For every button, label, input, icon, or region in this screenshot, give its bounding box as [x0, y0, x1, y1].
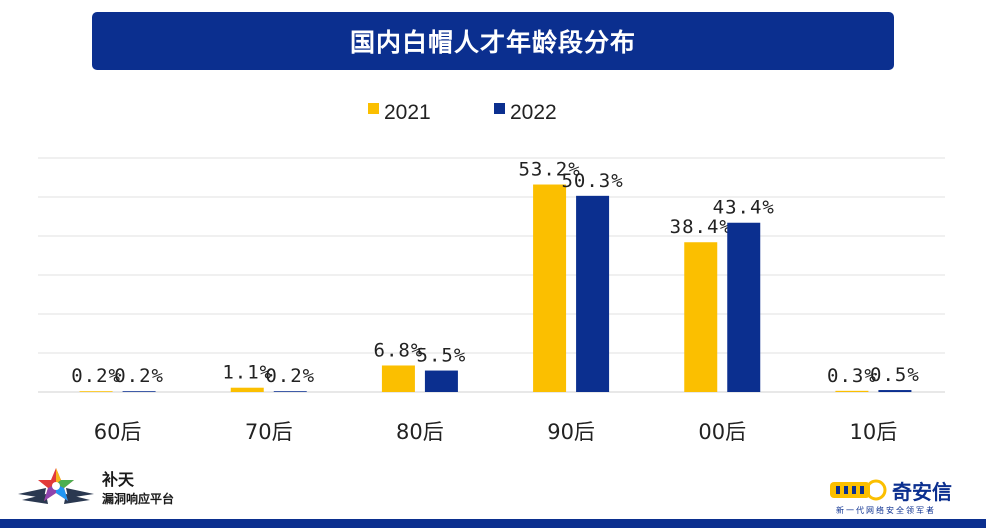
data-label: 0.2% — [114, 365, 164, 387]
data-label: 5.5% — [417, 345, 467, 367]
data-label: 0.3% — [827, 365, 877, 387]
data-label: 53.2% — [518, 159, 580, 181]
legend-swatch — [494, 103, 505, 114]
bar — [576, 195, 610, 392]
bar — [381, 365, 415, 392]
data-label: 0.5% — [870, 364, 920, 386]
butian-name: 补天 — [102, 470, 135, 489]
legend-swatch — [368, 103, 379, 114]
butian-subtitle: 漏洞响应平台 — [102, 492, 175, 506]
bar — [684, 242, 718, 392]
qianxin-lion-icon — [830, 479, 887, 501]
bar-chart: 2021 20220.2%0.2%60后1.1%0.2%70后6.8%5.5%80… — [38, 101, 945, 444]
butian-star-icon — [18, 468, 94, 504]
qianxin-slogan: 新一代网络安全领军者 — [836, 506, 936, 515]
bar — [727, 222, 761, 392]
data-label: 1.1% — [222, 362, 272, 384]
bar — [424, 370, 458, 392]
bar — [122, 391, 156, 392]
category-label: 80后 — [396, 420, 444, 444]
data-label: 43.4% — [713, 197, 775, 219]
category-label: 00后 — [698, 420, 746, 444]
data-label: 38.4% — [670, 216, 732, 238]
bar — [79, 391, 113, 392]
data-label: 50.3% — [561, 170, 623, 192]
qianxin-logo: 奇安信 新一代网络安全领军者 — [828, 474, 978, 518]
bar — [273, 391, 307, 392]
chart-title: 国内白帽人才年龄段分布 — [349, 28, 636, 57]
category-label: 60后 — [94, 420, 142, 444]
butian-logo: 补天 漏洞响应平台 — [16, 462, 206, 512]
title-banner: 国内白帽人才年龄段分布 — [92, 12, 894, 70]
bar — [533, 184, 567, 392]
bar — [878, 390, 912, 392]
data-label: 6.8% — [374, 339, 424, 361]
category-label: 70后 — [245, 420, 293, 444]
legend-label: 2022 — [510, 101, 557, 124]
data-label: 0.2% — [71, 365, 121, 387]
legend-label: 2021 — [384, 101, 431, 124]
category-label: 90后 — [547, 420, 595, 444]
bar — [835, 390, 869, 392]
qianxin-name: 奇安信 — [892, 480, 952, 504]
data-label: 0.2% — [265, 365, 315, 387]
category-label: 10后 — [850, 420, 898, 444]
bar — [230, 387, 264, 392]
bottom-bar — [0, 519, 986, 528]
